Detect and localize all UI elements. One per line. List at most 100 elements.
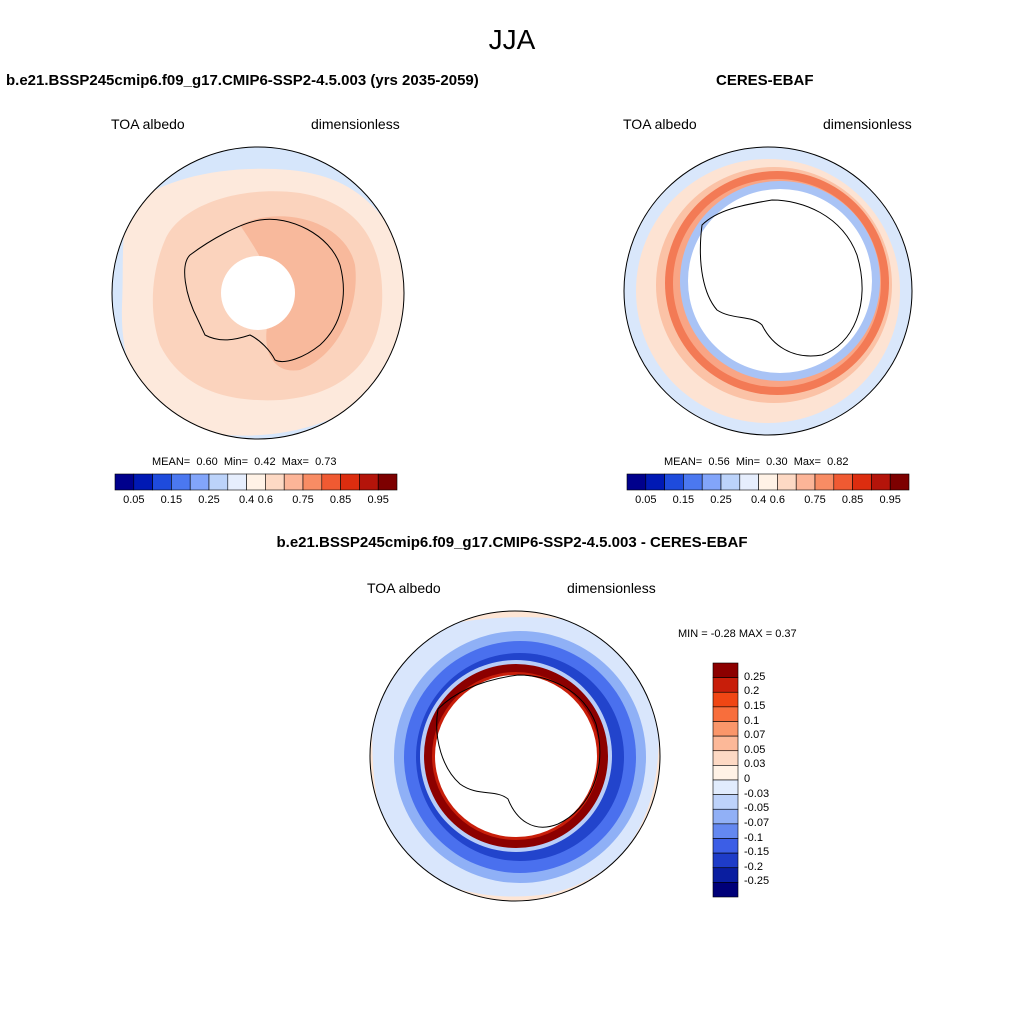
- obs-map-missing-data: [688, 189, 872, 373]
- obs-colorbar-tick: 0.6: [769, 494, 786, 506]
- model-colorbar-tick: 0.4: [238, 494, 255, 506]
- model-colorbar-ticks: 0.05 0.15 0.25 0.4 0.6 0.75 0.85 0.95: [115, 494, 397, 508]
- model-colorbar-swatch: [171, 473, 191, 491]
- model-map-coastline: [184, 218, 344, 362]
- obs-variable-label: TOA albedo: [623, 116, 697, 132]
- diff-map-border: [369, 610, 661, 902]
- diff-variable-label: TOA albedo: [367, 580, 441, 596]
- obs-colorbar-tick: 0.95: [879, 494, 901, 506]
- model-colorbar-swatch: [283, 473, 304, 491]
- model-colorbar-swatch: [114, 473, 135, 491]
- obs-colorbar-swatch: [833, 473, 853, 491]
- diff-map-coastline: [436, 674, 601, 828]
- model-units-label: dimensionless: [311, 116, 400, 132]
- model-map-zone-075: [240, 216, 356, 371]
- model-polar-map: [111, 146, 405, 440]
- model-colorbar-swatch: [152, 473, 172, 491]
- obs-min-value: 0.30: [766, 456, 788, 468]
- model-colorbar-tick: 0.6: [257, 494, 274, 506]
- diff-colorbar-swatch: [712, 750, 739, 766]
- obs-colorbar-swatch: [852, 473, 872, 491]
- diff-colorbar-tick: 0.1: [744, 714, 760, 727]
- obs-mean-value: 0.56: [708, 456, 730, 468]
- model-colorbar-swatch: [246, 473, 266, 491]
- obs-max-value: 0.82: [827, 456, 849, 468]
- model-colorbar-swatch: [302, 473, 323, 491]
- diff-colorbar-ticks: 0.25 0.2 0.15 0.1 0.07 0.05 0.03 0 -0.03 -0.05 -0.…: [744, 663, 784, 897]
- obs-colorbar-tick: 0.4: [750, 494, 767, 506]
- diff-colorbar-swatch: [712, 735, 739, 752]
- model-colorbar-tick: 0.15: [160, 494, 183, 506]
- diff-colorbar-swatch: [712, 838, 739, 854]
- model-map-border: [111, 146, 405, 440]
- model-mean-value: 0.60: [196, 456, 218, 468]
- model-map-missing-data: [221, 256, 295, 330]
- model-colorbar-tick: 0.25: [198, 494, 220, 506]
- obs-colorbar-swatch: [645, 473, 665, 491]
- model-colorbar-swatch: [189, 473, 210, 491]
- obs-colorbar-swatch: [795, 473, 816, 491]
- model-mean-label: MEAN=: [152, 456, 191, 468]
- diff-colorbar-swatch: [712, 794, 739, 810]
- model-colorbar-swatch: [208, 473, 229, 491]
- diff-colorbar-tick: 0.05: [744, 743, 766, 756]
- obs-colorbar-swatch: [739, 473, 759, 491]
- diff-colorbar-swatch: [712, 852, 739, 869]
- model-colorbar-swatch: [227, 473, 247, 491]
- obs-colorbar-swatch: [683, 473, 703, 491]
- model-min-label: Min=: [223, 456, 249, 468]
- model-colorbar-swatch: [321, 473, 341, 491]
- diff-polar-map: [369, 610, 661, 902]
- obs-colorbar-swatch: [889, 473, 910, 491]
- diff-colorbar-tick: 0.07: [744, 729, 766, 742]
- diff-colorbar-tick: -0.07: [744, 816, 770, 829]
- diff-colorbar-tick: 0.03: [744, 758, 766, 771]
- model-colorbar-tick: 0.75: [292, 494, 314, 506]
- model-panel-title: b.e21.BSSP245cmip6.f09_g17.CMIP6-SSP2-4.…: [6, 72, 479, 89]
- obs-map-border: [623, 146, 913, 436]
- obs-map-coastline: [699, 199, 863, 357]
- obs-colorbar-tick: 0.75: [804, 494, 826, 506]
- diff-colorbar-swatch: [712, 882, 739, 898]
- diff-colorbar-tick: -0.03: [744, 787, 770, 800]
- diff-colorbar: [712, 662, 739, 898]
- diff-colorbar-swatch: [712, 677, 739, 693]
- model-colorbar-swatch: [377, 473, 398, 491]
- model-colorbar-swatch: [359, 473, 379, 491]
- model-colorbar: [114, 473, 398, 491]
- diff-colorbar-tick: 0.15: [744, 699, 766, 712]
- obs-colorbar-swatch: [871, 473, 891, 491]
- figure-title: JJA: [488, 24, 536, 55]
- diff-map-missing-data: [435, 675, 597, 837]
- obs-colorbar-swatch: [777, 473, 797, 491]
- obs-max-label: Max=: [793, 456, 821, 468]
- diff-colorbar-swatch: [712, 691, 739, 708]
- obs-stats: MEAN= 0.56 Min= 0.30 Max= 0.82: [664, 456, 848, 468]
- obs-min-label: Min=: [735, 456, 761, 468]
- obs-colorbar-swatch: [626, 473, 647, 491]
- obs-mean-label: MEAN=: [664, 456, 703, 468]
- obs-colorbar-tick: 0.15: [672, 494, 695, 506]
- diff-colorbar-tick: -0.25: [744, 875, 770, 888]
- diff-panel-title: b.e21.BSSP245cmip6.f09_g17.CMIP6-SSP2-4.…: [276, 534, 748, 551]
- obs-colorbar-ticks: 0.05 0.15 0.25 0.4 0.6 0.75 0.85 0.95: [627, 494, 909, 508]
- diff-colorbar-tick: -0.15: [744, 846, 770, 859]
- obs-colorbar-swatch: [701, 473, 722, 491]
- diff-stats: MIN = -0.28 MAX = 0.37: [678, 628, 797, 640]
- obs-colorbar-swatch: [664, 473, 684, 491]
- obs-polar-map: [623, 146, 913, 436]
- obs-colorbar-tick: 0.85: [841, 494, 864, 506]
- obs-units-label: dimensionless: [823, 116, 912, 132]
- obs-panel-title: CERES-EBAF: [716, 72, 814, 89]
- diff-colorbar-tick: 0: [744, 773, 751, 785]
- model-colorbar-swatch: [340, 473, 360, 491]
- diff-colorbar-tick: -0.05: [744, 802, 770, 815]
- diff-colorbar-swatch: [712, 765, 739, 781]
- model-variable-label: TOA albedo: [111, 116, 185, 132]
- diff-colorbar-swatch: [712, 779, 739, 795]
- model-colorbar-tick: 0.85: [329, 494, 352, 506]
- diff-colorbar-swatch: [712, 808, 739, 825]
- diff-colorbar-swatch: [712, 662, 739, 678]
- model-stats: MEAN= 0.60 Min= 0.42 Max= 0.73: [152, 456, 336, 468]
- model-colorbar-tick: 0.95: [367, 494, 389, 506]
